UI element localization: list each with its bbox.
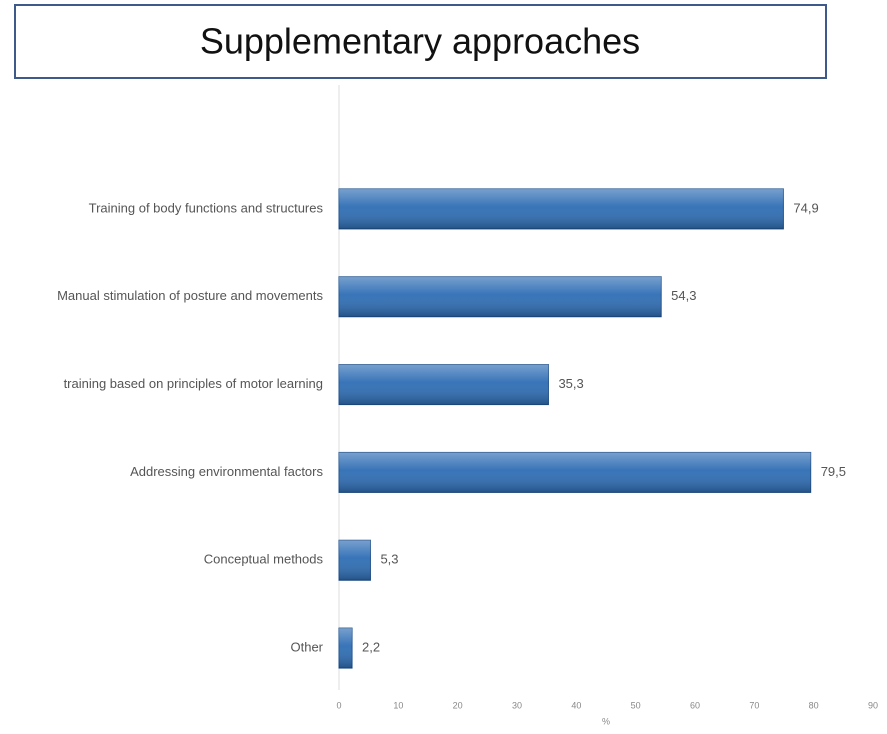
x-tick-label: 20 bbox=[453, 700, 463, 710]
value-label: 79,5 bbox=[821, 464, 846, 479]
bar-shine bbox=[339, 364, 549, 405]
y-tick-label: Addressing environmental factors bbox=[130, 464, 323, 479]
value-label: 35,3 bbox=[558, 376, 583, 391]
bar-shine bbox=[339, 540, 371, 581]
bar-shine bbox=[339, 276, 662, 317]
chart-title: Supplementary approaches bbox=[200, 21, 640, 62]
x-axis-label: % bbox=[602, 716, 610, 726]
x-tick-label: 10 bbox=[393, 700, 403, 710]
value-label: 2,2 bbox=[362, 640, 380, 655]
x-tick-label: 50 bbox=[631, 700, 641, 710]
y-tick-label: Manual stimulation of posture and moveme… bbox=[57, 288, 323, 303]
x-tick-label: 70 bbox=[749, 700, 759, 710]
bar-shine bbox=[339, 628, 353, 669]
y-tick-label: training based on principles of motor le… bbox=[64, 376, 323, 391]
bar-shine bbox=[339, 452, 811, 493]
title-box bbox=[14, 4, 827, 79]
bar-shine bbox=[339, 188, 784, 229]
value-label: 5,3 bbox=[380, 552, 398, 567]
y-tick-label: Other bbox=[290, 640, 323, 655]
x-tick-label: 60 bbox=[690, 700, 700, 710]
x-tick-label: 40 bbox=[571, 700, 581, 710]
value-label: 54,3 bbox=[671, 288, 696, 303]
x-tick-label: 0 bbox=[336, 700, 341, 710]
y-tick-label: Conceptual methods bbox=[204, 552, 324, 567]
x-tick-label: 80 bbox=[809, 700, 819, 710]
y-tick-label: Training of body functions and structure… bbox=[89, 200, 324, 215]
value-label: 74,9 bbox=[793, 200, 818, 215]
x-tick-label: 90 bbox=[868, 700, 878, 710]
x-tick-label: 30 bbox=[512, 700, 522, 710]
